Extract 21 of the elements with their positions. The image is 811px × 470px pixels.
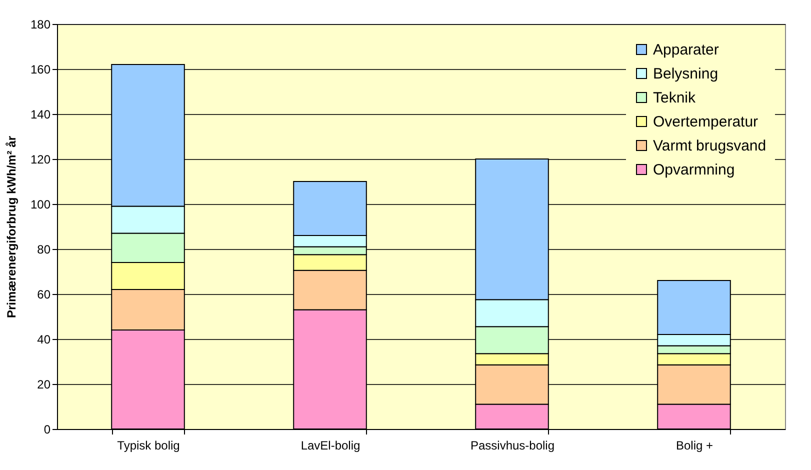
y-tick-label: 80	[37, 242, 51, 256]
x-tick-label: Bolig +	[676, 438, 714, 452]
y-tick-label: 0	[44, 422, 51, 436]
y-tick-label: 100	[30, 198, 51, 212]
y-tick-label: 140	[30, 108, 51, 122]
y-tick-label: 180	[30, 18, 51, 32]
legend-label: Belysning	[653, 66, 718, 82]
y-tick-label: 60	[37, 288, 51, 302]
x-tick-label: Typisk bolig	[117, 438, 180, 452]
legend-label: Teknik	[653, 90, 696, 106]
y-tick-label: 120	[30, 152, 51, 166]
legend-label: Varmt brugsvand	[653, 138, 766, 154]
x-tick-label: LavEl-bolig	[300, 438, 360, 452]
legend-label: Apparater	[653, 42, 719, 58]
legend-label: Overtemperatur	[653, 114, 758, 130]
y-tick-label: 40	[37, 332, 51, 346]
y-axis-title: Primærenergiforbrug kWh/m² år	[4, 136, 18, 318]
x-tick-label: Passivhus-bolig	[470, 438, 555, 452]
legend-label: Opvarmning	[653, 162, 735, 178]
y-tick-label: 20	[37, 378, 51, 392]
y-tick-label: 160	[30, 62, 51, 76]
